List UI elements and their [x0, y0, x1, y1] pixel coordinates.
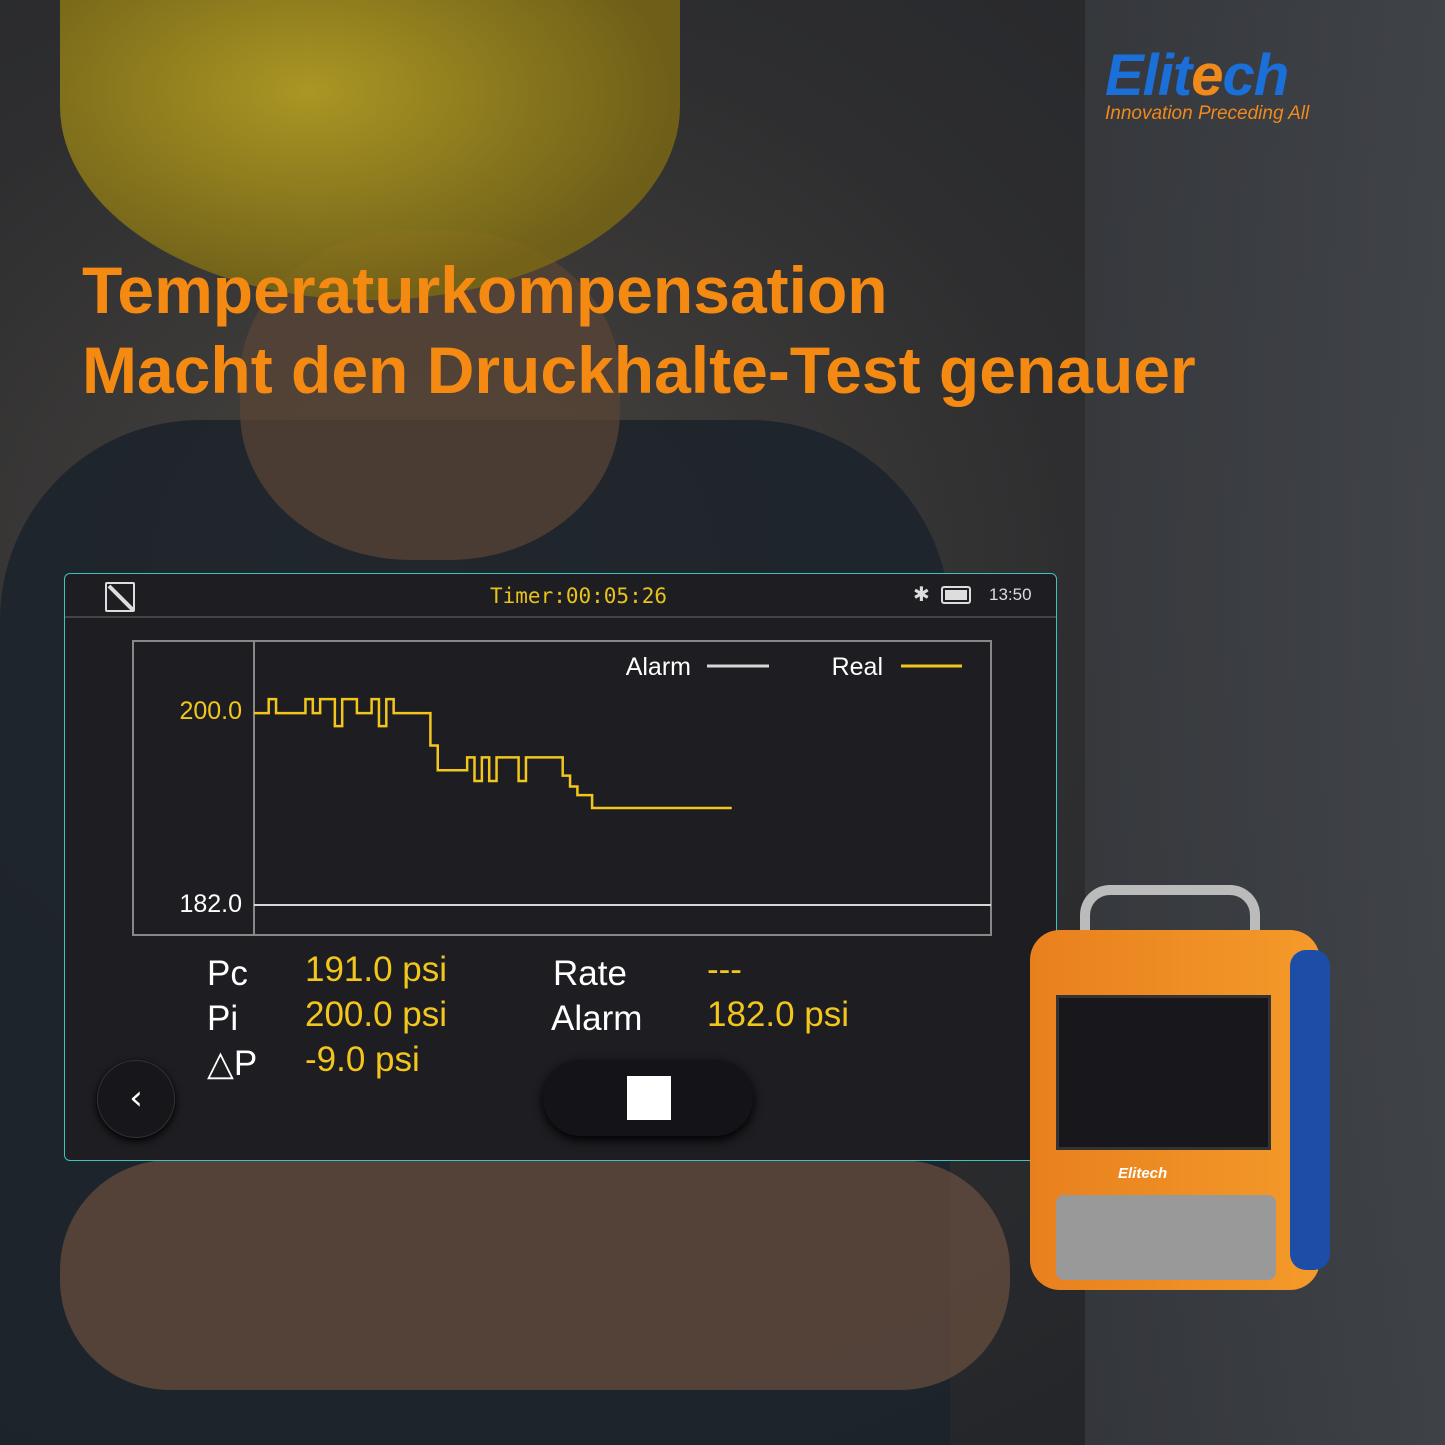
device-side-panel — [1290, 950, 1330, 1270]
worker-arm — [60, 1160, 1010, 1390]
edit-icon[interactable] — [105, 582, 135, 612]
brand-tagline: Innovation Preceding All — [1105, 103, 1310, 124]
alarm-value: 182.0 psi — [707, 995, 850, 1034]
delta-p-label: △P — [207, 1044, 258, 1083]
pi-value: 200.0 psi — [305, 995, 448, 1034]
y-tick-182: 182.0 — [179, 890, 242, 918]
real-series-line — [254, 697, 732, 810]
legend-real-label: Real — [832, 653, 883, 681]
headline-line2: Macht den Druckhalte-Test genauer — [82, 333, 1196, 407]
delta-p-value: -9.0 psi — [305, 1040, 420, 1079]
manifold-gauge-device: Elitech — [1030, 930, 1330, 1290]
pressure-chart: 200.0 182.0 Alarm Real — [132, 640, 992, 936]
bluetooth-icon: ✱ — [913, 582, 930, 606]
rate-label: Rate — [553, 954, 627, 993]
brand-name: Elitech — [1105, 43, 1289, 108]
headline-line1: Temperaturkompensation — [82, 253, 888, 327]
device-logo: Elitech — [1118, 1165, 1168, 1182]
device-valve-plate — [1056, 1195, 1276, 1280]
rate-value: --- — [707, 950, 742, 989]
device-mini-screen — [1056, 995, 1271, 1150]
stop-icon — [627, 1076, 671, 1120]
timer: Timer:00:05:26 — [490, 584, 668, 608]
pc-label: Pc — [207, 954, 248, 993]
chevron-left-icon: ‹ — [129, 1078, 143, 1118]
stop-button[interactable] — [543, 1060, 753, 1136]
clock: 13:50 — [989, 585, 1032, 604]
device-handle — [1080, 885, 1260, 955]
legend-alarm-label: Alarm — [626, 653, 691, 681]
back-button[interactable]: ‹ — [97, 1060, 175, 1138]
alarm-label: Alarm — [551, 999, 643, 1038]
headline: Temperaturkompensation Macht den Druckha… — [82, 250, 1196, 410]
brand-logo: Elitech Innovation Preceding All — [1105, 42, 1309, 125]
chart-frame — [132, 640, 992, 936]
device-screen: Timer:00:05:26 ✱ 13:50 200.0 182.0 Alarm… — [64, 573, 1057, 1161]
status-bar: Timer:00:05:26 ✱ 13:50 — [65, 574, 1056, 618]
hard-hat — [60, 0, 680, 300]
pc-value: 191.0 psi — [305, 950, 448, 989]
battery-icon — [941, 586, 971, 604]
pi-label: Pi — [207, 999, 239, 1038]
y-tick-200: 200.0 — [179, 697, 242, 725]
